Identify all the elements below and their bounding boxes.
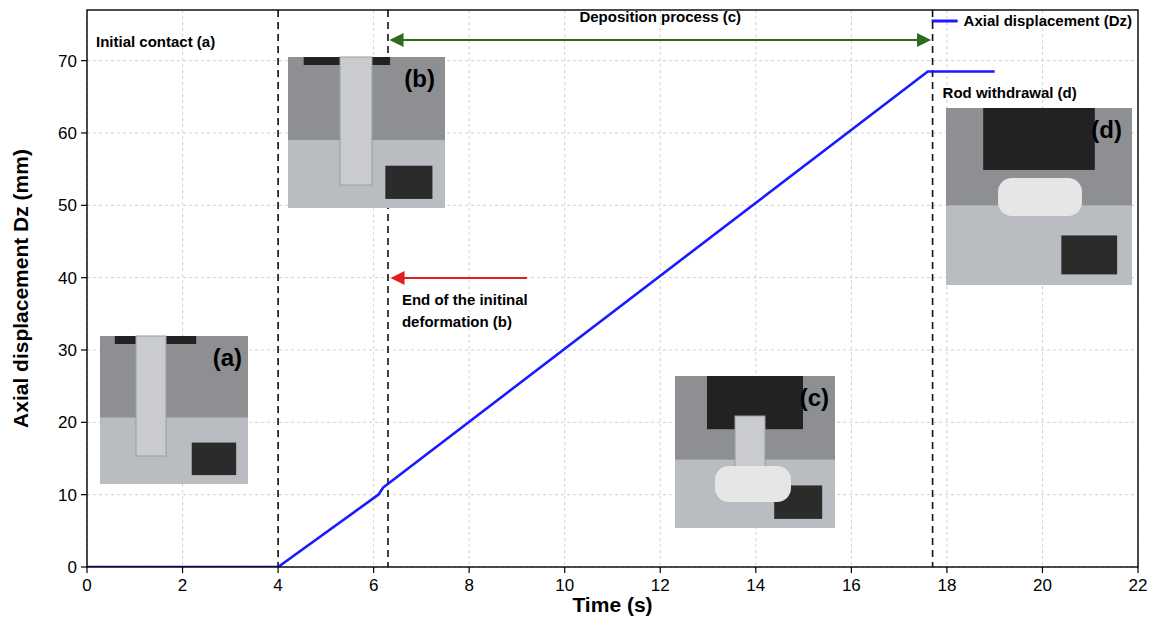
x-tick [1137, 567, 1138, 573]
annotation-line: End of the initinal [402, 291, 528, 308]
y-axis-title: Axial displacement Dz (mm) [9, 149, 32, 428]
x-tick-label: 10 [555, 576, 574, 595]
y-tick-label: 40 [58, 269, 77, 288]
inset-deposit [715, 466, 791, 502]
inset-clamp [1061, 235, 1117, 274]
axes: 0 2 4 6 8 10 12 14 16 18 20 22 0 10 20 30 40 50 60 70 [58, 52, 1147, 595]
grid-line [87, 494, 1138, 495]
legend: Axial displacement (Dz) [932, 12, 1132, 29]
inset-deposit [998, 178, 1082, 216]
x-tick [86, 567, 87, 573]
inset: (d) [946, 108, 1132, 285]
data-line [87, 71, 995, 567]
x-tick-label: 20 [1033, 576, 1052, 595]
grid [87, 10, 1138, 567]
x-tick [277, 567, 278, 573]
grid-line [660, 10, 661, 567]
x-tick [851, 567, 852, 573]
annotation: Rod withdrawal (d) [943, 84, 1077, 101]
x-tick-label: 8 [464, 576, 473, 595]
inset-photo [675, 376, 835, 528]
y-tick-label: 50 [58, 196, 77, 215]
y-tick [81, 277, 87, 278]
plot-frame [87, 10, 1138, 567]
chart: 0 2 4 6 8 10 12 14 16 18 20 22 0 10 20 30 40 50 60 70 Time (… [0, 0, 1166, 620]
inset-photo [100, 336, 248, 484]
data [87, 71, 995, 567]
reference-line [932, 10, 934, 567]
inset-label: (a) [213, 344, 242, 371]
inset: (c) [675, 376, 835, 528]
y-tick-label: 60 [58, 124, 77, 143]
x-tick [755, 567, 756, 573]
x-tick-label: 0 [82, 576, 91, 595]
y-tick [81, 494, 87, 495]
grid-line [851, 10, 852, 567]
span-arrow [391, 39, 930, 41]
inset-plate [946, 205, 1132, 285]
y-tick [81, 205, 87, 206]
y-tick-label: 70 [58, 52, 77, 71]
reference-lines [278, 10, 932, 567]
y-tick [81, 349, 87, 350]
x-tick-label: 22 [1129, 576, 1148, 595]
x-tick-label: 14 [746, 576, 765, 595]
x-tick-label: 12 [651, 576, 670, 595]
x-tick [946, 567, 947, 573]
x-tick [469, 567, 470, 573]
x-tick-label: 18 [937, 576, 956, 595]
x-tick-label: 2 [178, 576, 187, 595]
annotation: Deposition process (c) [579, 8, 741, 25]
grid-line [87, 60, 1138, 61]
inset-clamp [385, 166, 432, 199]
insets: (a) (b) (c) (d) [100, 57, 1132, 528]
inset-label: (c) [800, 384, 829, 411]
annotation-line: deformation (b) [402, 313, 512, 330]
pointer-arrow [392, 277, 527, 279]
y-tick [81, 60, 87, 61]
y-tick [81, 422, 87, 423]
x-tick [373, 567, 374, 573]
annotations: Initial contact (a) Deposition process (c… [96, 8, 1077, 330]
legend-swatch [932, 20, 958, 23]
x-tick-label: 4 [273, 576, 282, 595]
inset-label: (b) [404, 65, 435, 92]
y-tick [81, 566, 87, 567]
x-tick [660, 567, 661, 573]
inset-plate [675, 460, 835, 528]
x-tick [182, 567, 183, 573]
x-axis-title: Time (s) [572, 593, 652, 616]
y-tick-label: 30 [58, 341, 77, 360]
inset-photo [946, 108, 1132, 285]
y-tick-label: 10 [58, 486, 77, 505]
annotation: Initial contact (a) [96, 33, 215, 50]
inset-label: (d) [1091, 116, 1122, 143]
x-tick [564, 567, 565, 573]
y-tick-label: 20 [58, 413, 77, 432]
inset-rod [136, 336, 166, 456]
x-tick-label: 6 [369, 576, 378, 595]
inset-spindle [983, 108, 1095, 170]
inset: (a) [100, 336, 248, 484]
reference-line [277, 10, 279, 567]
annotation: End of the initinal deformation (b) [402, 291, 528, 330]
grid-line [564, 10, 565, 567]
legend-label: Axial displacement (Dz) [964, 12, 1132, 29]
grid-line [278, 10, 279, 567]
inset: (b) [288, 57, 445, 208]
inset-plate [100, 417, 248, 484]
y-tick [81, 132, 87, 133]
x-tick [1042, 567, 1043, 573]
y-tick-label: 0 [68, 558, 77, 577]
inset-photo [288, 57, 445, 208]
x-tick-label: 16 [842, 576, 861, 595]
inset-rod [340, 57, 372, 185]
inset-clamp [192, 443, 236, 476]
grid-line [469, 10, 470, 567]
